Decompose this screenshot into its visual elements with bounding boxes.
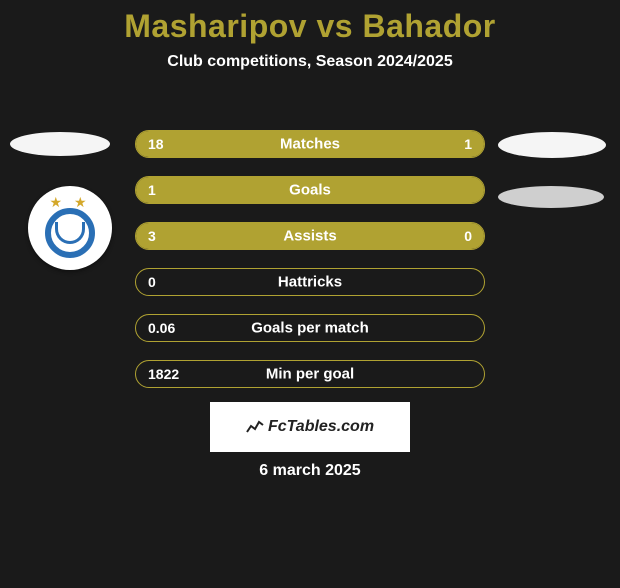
stat-label: Min per goal <box>266 366 354 383</box>
stat-row: 0.06 Goals per match <box>135 314 485 342</box>
stat-value-left: 3 <box>148 228 156 244</box>
stat-value-left: 0.06 <box>148 320 175 336</box>
stat-label: Assists <box>283 228 336 245</box>
date-text: 6 march 2025 <box>0 462 620 480</box>
stat-rows: 18 1 Matches 1 Goals 3 0 Assists 0 Hattricks 0.06 G… <box>135 130 485 406</box>
page-title: Masharipov vs Bahador <box>0 8 620 45</box>
oval-top-left <box>10 132 110 156</box>
stat-row: 0 Hattricks <box>135 268 485 296</box>
stat-row: 1 Goals <box>135 176 485 204</box>
subtitle: Club competitions, Season 2024/2025 <box>0 53 620 71</box>
fctables-text: FcTables.com <box>268 418 374 436</box>
stat-value-left: 1 <box>148 182 156 198</box>
bar-right <box>407 223 484 249</box>
stat-row: 18 1 Matches <box>135 130 485 158</box>
stat-value-right: 1 <box>464 136 472 152</box>
fctables-icon <box>246 418 264 436</box>
stat-label: Hattricks <box>278 274 342 291</box>
stat-value-left: 1822 <box>148 366 179 382</box>
fctables-watermark: FcTables.com <box>210 402 410 452</box>
stat-value-left: 0 <box>148 274 156 290</box>
stat-label: Goals <box>289 182 331 199</box>
stat-value-right: 0 <box>464 228 472 244</box>
bar-left <box>136 131 400 157</box>
oval-top-right <box>498 132 606 158</box>
stat-row: 3 0 Assists <box>135 222 485 250</box>
oval-mid-right <box>498 186 604 208</box>
stat-value-left: 18 <box>148 136 164 152</box>
stat-label: Goals per match <box>251 320 369 337</box>
stat-label: Matches <box>280 136 340 153</box>
team-crest-left: ★ ★ <box>28 186 112 270</box>
stat-row: 1822 Min per goal <box>135 360 485 388</box>
bar-left <box>136 223 407 249</box>
